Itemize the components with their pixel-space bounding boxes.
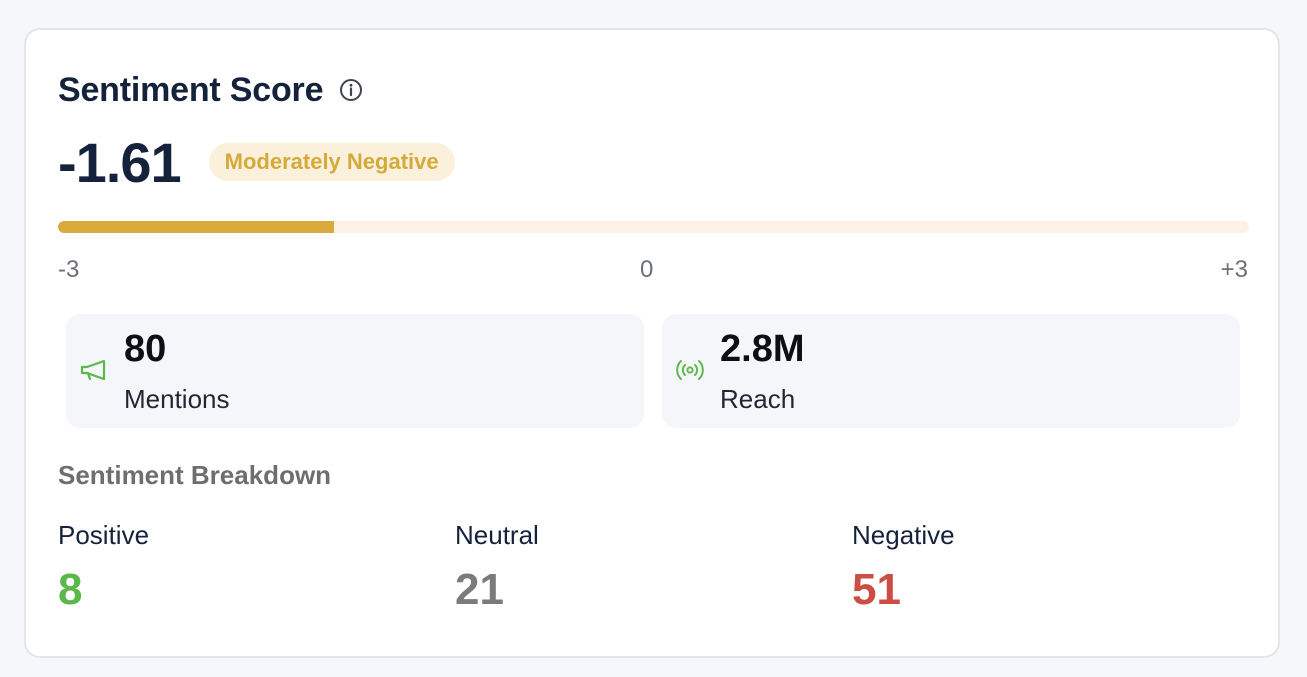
sentiment-badge: Moderately Negative <box>208 143 455 181</box>
mentions-label: Mentions <box>124 384 230 414</box>
mentions-stat: 80 Mentions <box>66 314 644 428</box>
broadcast-icon <box>674 354 706 386</box>
megaphone-icon <box>78 354 110 386</box>
breakdown-negative: Negative 51 <box>852 518 955 616</box>
sentiment-bar-track <box>58 221 1249 233</box>
breakdown-title: Sentiment Breakdown <box>58 460 332 490</box>
scale-mid-label: 0 <box>640 256 654 283</box>
mentions-value: 80 <box>124 328 167 370</box>
card-header: Sentiment Score <box>58 68 363 112</box>
sentiment-card: Sentiment Score -1.61 Moderately Negativ… <box>24 28 1280 658</box>
score-row: -1.61 Moderately Negative <box>58 130 455 194</box>
scale-min-label: -3 <box>58 256 80 283</box>
sentiment-bar-fill <box>58 221 334 233</box>
reach-label: Reach <box>720 384 796 414</box>
sentiment-score-value: -1.61 <box>58 130 182 194</box>
card-title: Sentiment Score <box>58 70 324 109</box>
neutral-count: 21 <box>455 565 504 614</box>
reach-stat: 2.8M Reach <box>662 314 1240 428</box>
scale-max-label: +3 <box>1220 256 1248 283</box>
neutral-label: Neutral <box>455 520 539 550</box>
negative-label: Negative <box>852 520 955 550</box>
positive-label: Positive <box>58 520 150 550</box>
info-circle-icon[interactable] <box>339 78 363 102</box>
breakdown-neutral: Neutral 21 <box>455 518 539 616</box>
negative-count: 51 <box>852 565 901 614</box>
reach-value: 2.8M <box>720 328 805 370</box>
breakdown-positive: Positive 8 <box>58 518 149 616</box>
positive-count: 8 <box>58 565 83 614</box>
